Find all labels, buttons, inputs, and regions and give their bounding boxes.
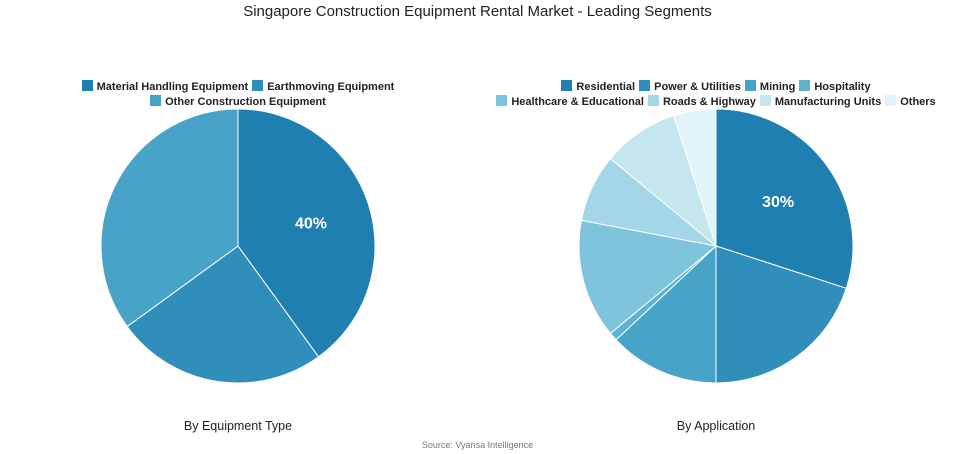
legend-label: Residential — [576, 81, 636, 93]
source-note: Source: Vyansa Intelligence — [421, 440, 534, 450]
legend-label: Healthcare & Educational — [511, 96, 644, 108]
legend-swatch — [647, 95, 659, 106]
pie-slice — [578, 219, 718, 335]
legend-swatch — [639, 80, 651, 91]
legend-label: Manufacturing Units — [774, 96, 882, 108]
legend-label: Hospitality — [814, 81, 871, 93]
legend-item: Mining — [744, 80, 796, 95]
pie-slice — [715, 245, 847, 384]
pie-slice — [100, 108, 239, 328]
legend-label: Others — [900, 96, 936, 108]
legend-item: Healthcare & Educational — [496, 95, 644, 110]
legend-label: Material Handling Equipment — [96, 81, 249, 93]
legend-item: Others — [885, 95, 936, 110]
subtitle-equipment-type: By Equipment Type — [183, 419, 293, 433]
legend-item: Hospitality — [799, 80, 871, 95]
legend-equipment-type: Material Handling Equipment Earthmoving E… — [40, 80, 436, 110]
chart-title: Singapore Construction Equipment Rental … — [243, 3, 712, 20]
legend-item: Manufacturing Units — [759, 95, 882, 110]
pie-slice — [237, 108, 376, 358]
pie-slice — [673, 108, 717, 247]
legend-swatch — [885, 95, 897, 106]
legend-item: Power & Utilities — [639, 80, 741, 95]
legend-label: Roads & Highway — [662, 96, 756, 108]
legend-item: Other Construction Equipment — [150, 95, 326, 110]
legend-label: Earthmoving Equipment — [267, 81, 395, 93]
legend-swatch — [799, 80, 811, 91]
legend-swatch — [150, 95, 162, 106]
legend-item: Material Handling Equipment — [81, 80, 249, 95]
data-label: 30% — [762, 194, 794, 211]
legend-swatch — [744, 80, 756, 91]
legend-swatch — [252, 80, 264, 91]
legend-item: Residential — [561, 80, 635, 95]
data-label: 40% — [295, 215, 327, 232]
legend-swatch — [759, 95, 771, 106]
legend-label: Mining — [759, 81, 796, 93]
legend-item: Roads & Highway — [647, 95, 756, 110]
legend-swatch — [81, 80, 93, 91]
pie-slice — [715, 108, 854, 289]
legend-label: Power & Utilities — [654, 81, 741, 93]
pie-slice — [126, 245, 320, 384]
legend-application: Residential Power & Utilities Mining Hospit… — [468, 80, 955, 110]
legend-swatch — [496, 95, 508, 106]
legend-label: Other Construction Equipment — [165, 96, 326, 108]
legend-swatch — [561, 80, 573, 91]
subtitle-application: By Application — [676, 419, 756, 433]
legend-item: Earthmoving Equipment — [252, 80, 394, 95]
pie-slice — [615, 244, 717, 384]
